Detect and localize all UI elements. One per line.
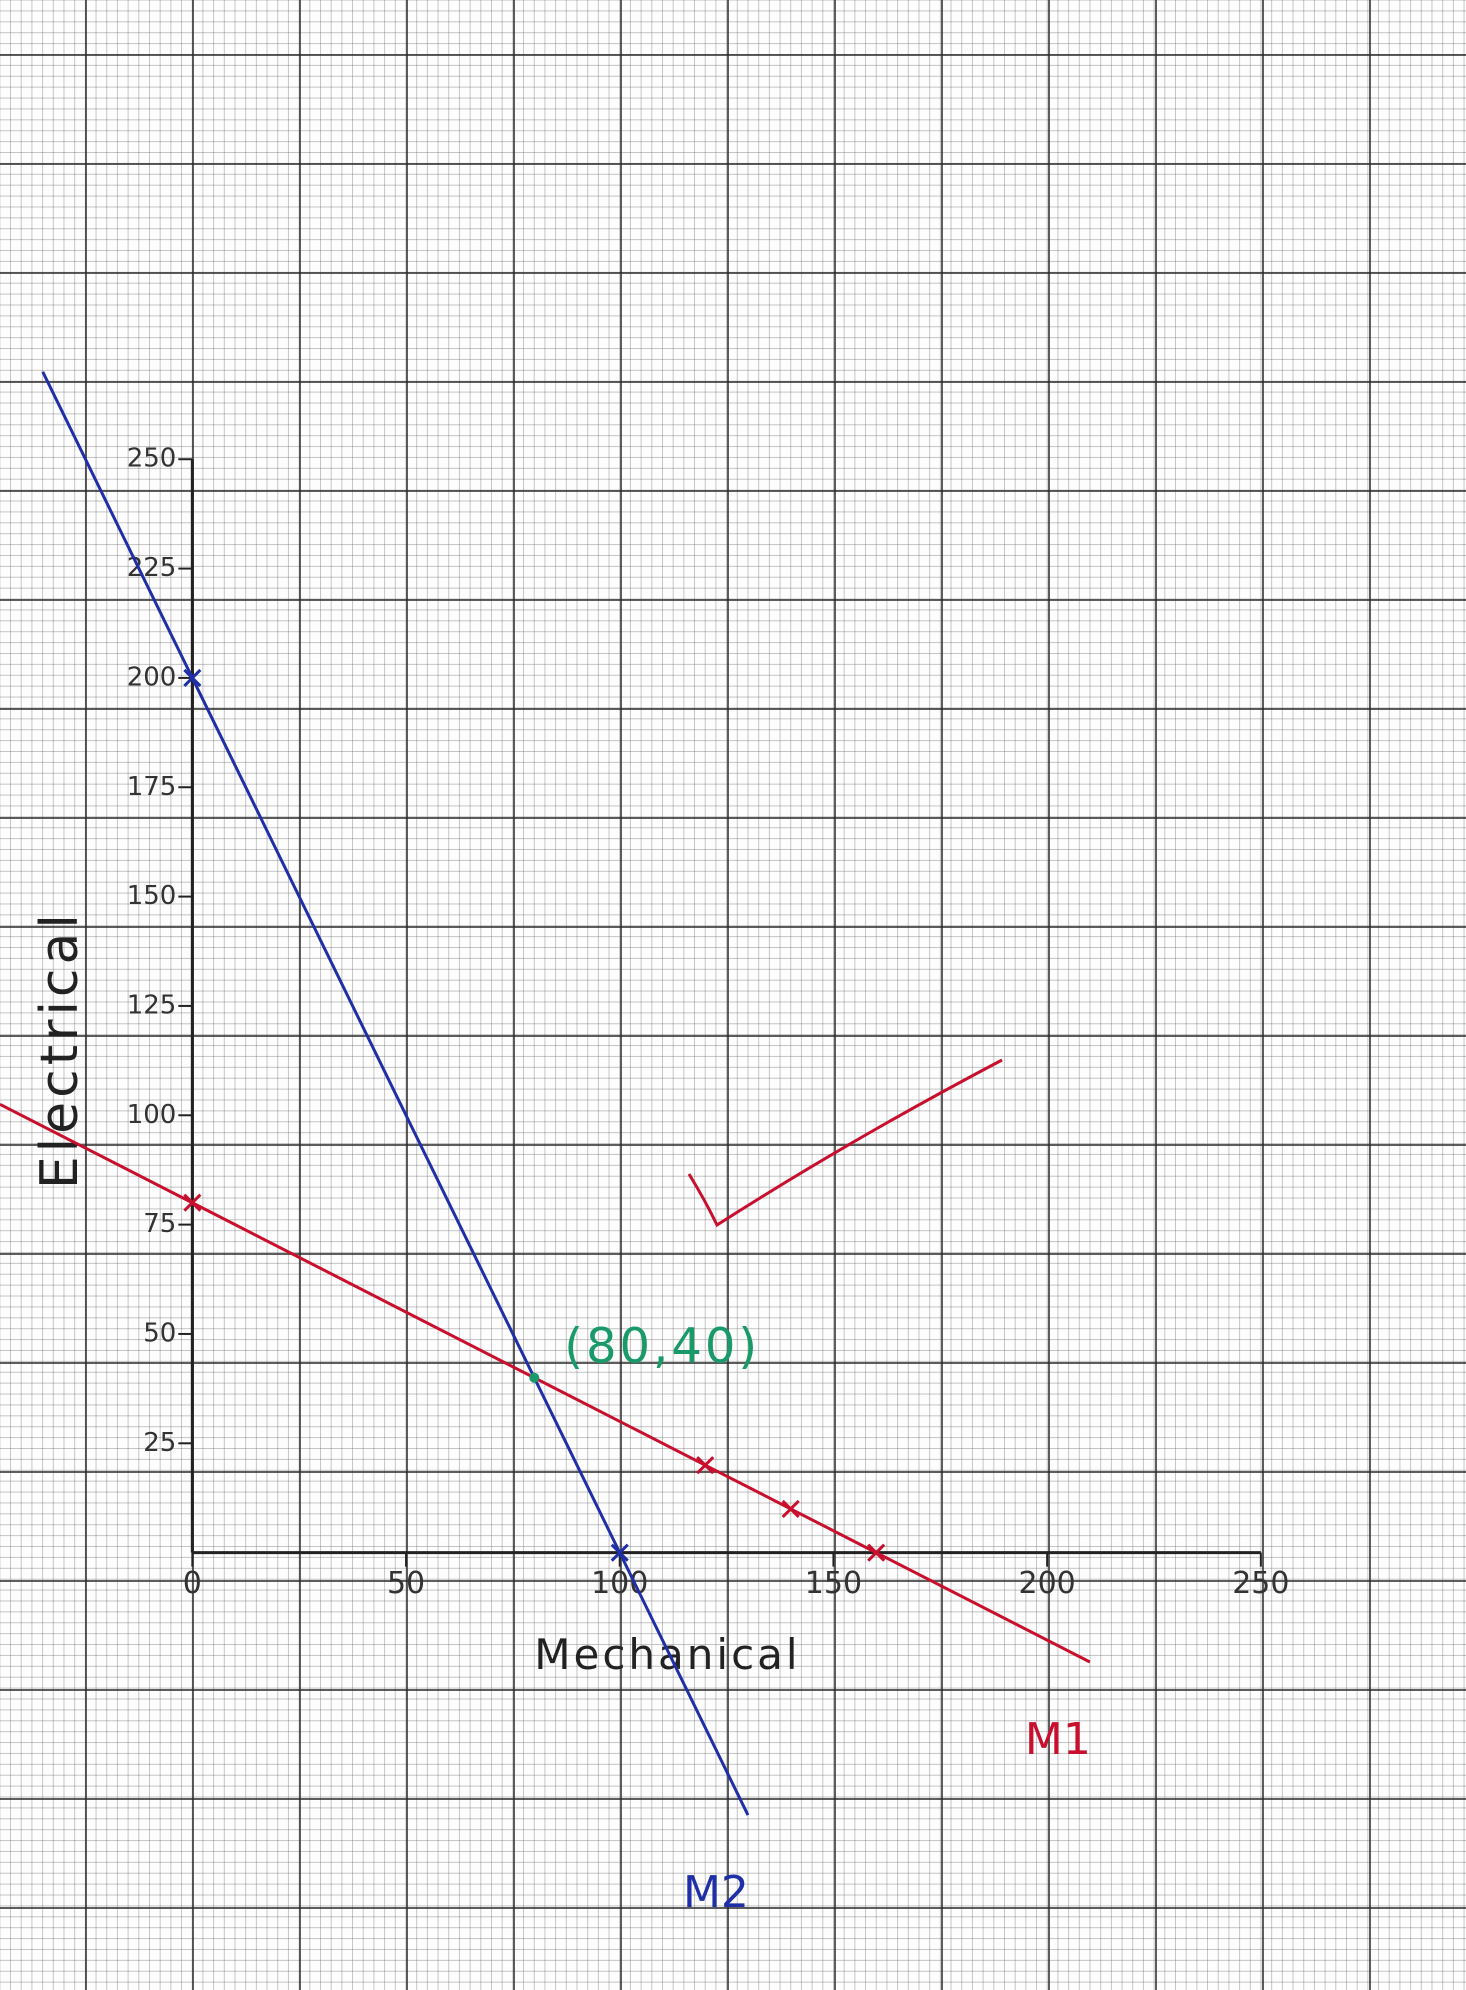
series-label: M1 — [1025, 1714, 1091, 1765]
series-label: M2 — [683, 1867, 749, 1918]
y-tick-label: 175 — [127, 772, 177, 802]
x-tick-label: 200 — [1019, 1566, 1076, 1601]
y-tick-label: 75 — [143, 1209, 176, 1239]
annotation: (80,40) — [564, 1319, 760, 1375]
series-line — [0, 1103, 1091, 1664]
series-line — [41, 371, 750, 1816]
y-tick-label: 200 — [127, 662, 177, 692]
x-tick-label: 250 — [1232, 1566, 1289, 1601]
x-tick-label: 0 — [183, 1566, 202, 1601]
y-tick-label: 150 — [127, 881, 177, 911]
x-tick-label: 150 — [805, 1566, 862, 1601]
y-tick-label: 100 — [127, 1100, 177, 1130]
check-mark — [687, 1058, 1003, 1228]
point-marker — [610, 1543, 629, 1562]
x-tick-label: 50 — [387, 1566, 425, 1601]
point-marker — [867, 1543, 886, 1562]
y-tick-label: 250 — [127, 444, 177, 474]
y-tick-label: 25 — [143, 1428, 176, 1458]
x-tick-label: 100 — [591, 1566, 648, 1601]
x-axis-label: Mechanical — [534, 1630, 800, 1679]
point-marker — [781, 1499, 800, 1518]
point-marker — [183, 668, 202, 687]
annotation-point — [529, 1372, 540, 1383]
y-axis-label: Electrical — [30, 910, 90, 1189]
point-marker — [183, 1193, 202, 1212]
y-tick-label: 125 — [127, 990, 177, 1020]
y-tick-label: 50 — [143, 1318, 176, 1348]
point-marker — [696, 1456, 715, 1475]
